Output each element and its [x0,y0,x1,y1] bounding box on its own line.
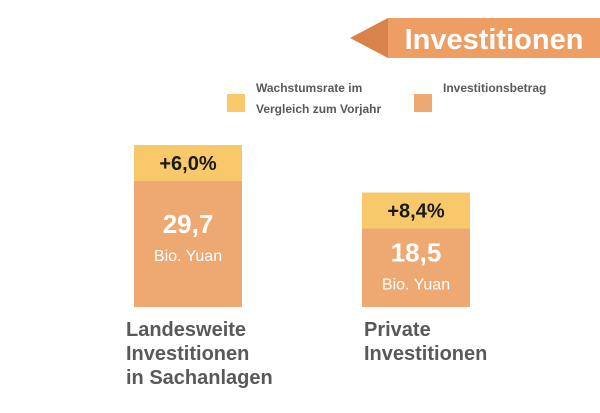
legend-swatch-growth [227,94,245,112]
growth-label-0: +6,0% [159,153,216,175]
bars-layer: +6,0% 29,7 Bio. Yuan +8,4% 18,5 Bio. Yuan [134,145,470,307]
amount-bar-0 [134,181,242,307]
title-banner: Investitionen [350,18,600,58]
unit-label-1: Bio. Yuan [382,276,450,293]
banner-arrow-shape [350,18,388,58]
growth-bar-1 [362,192,470,229]
banner-bar [388,18,600,58]
legend-label-amount: Investitionsbetrag [443,81,546,95]
category-labels: Landesweite Investitionen in Sachanlagen Pr… [126,319,487,389]
value-label-1: 18,5 [391,237,442,267]
legend-label-growth: Wachstumsrate im Vergleich zum Vorjahr [256,81,381,116]
category-label-1: Private Investitionen [364,319,487,365]
growth-label-1: +8,4% [387,201,444,223]
growth-bar-0 [134,145,242,181]
amount-bar-1 [362,228,470,307]
legend: Wachstumsrate im Vergleich zum Vorjahr Inv… [227,81,546,116]
legend-swatch-amount [414,94,432,112]
value-label-0: 29,7 [163,209,214,239]
category-label-0: Landesweite Investitionen in Sachanlagen [126,319,273,389]
unit-label-0: Bio. Yuan [154,248,222,265]
chart-title: Investitionen [405,24,584,56]
